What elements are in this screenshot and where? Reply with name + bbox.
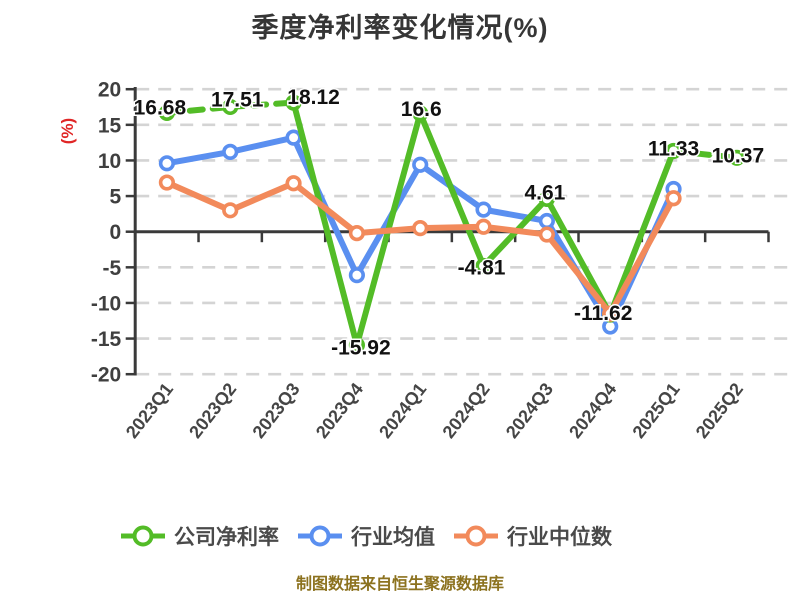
data-point-marker-2[interactable] <box>412 220 429 237</box>
x-tick-label: 2023Q2 <box>185 379 240 442</box>
data-point-marker-2[interactable] <box>285 175 302 192</box>
y-tick-label: 10 <box>98 150 121 173</box>
y-tick-label: 0 <box>110 221 122 244</box>
value-label: 17.51 <box>211 88 264 111</box>
data-point-marker-1[interactable] <box>412 156 429 173</box>
value-label: -11.62 <box>574 302 632 325</box>
data-point-marker-1[interactable] <box>538 212 555 230</box>
x-tick-label: 2023Q4 <box>312 379 367 442</box>
legend-label: 行业中位数 <box>507 526 612 549</box>
x-tick-label: 2023Q3 <box>249 379 304 442</box>
data-point-marker-2[interactable] <box>538 226 555 243</box>
series-line-segment-0 <box>670 147 740 161</box>
y-tick-label: 5 <box>110 186 122 209</box>
x-tick-label: 2023Q1 <box>122 379 177 442</box>
series-line-segment-0 <box>607 147 677 318</box>
value-label: 18.12 <box>287 86 340 109</box>
data-point-marker-0[interactable] <box>285 94 302 111</box>
data-point-marker-0[interactable] <box>538 190 555 207</box>
legend-marker-icon <box>121 525 165 547</box>
data-point-marker-2[interactable] <box>222 202 239 219</box>
value-label: 16.6 <box>401 98 442 121</box>
data-point-marker-0[interactable] <box>475 257 492 275</box>
series-line-segment-0 <box>163 103 234 116</box>
chart-title: 季度净利率变化情况(%) <box>251 13 549 43</box>
series-line-segment-0 <box>543 195 614 318</box>
y-tick-label: 20 <box>98 79 121 102</box>
legend-marker-icon <box>298 525 342 547</box>
series-line-segment-2 <box>607 195 677 317</box>
x-tick-label: 2024Q3 <box>502 379 557 442</box>
x-tick-label: 2025Q1 <box>628 379 683 442</box>
legend-label: 行业均值 <box>351 526 435 549</box>
data-point-marker-0[interactable] <box>665 142 682 160</box>
value-label: -4.81 <box>458 256 506 279</box>
y-tick-label: -5 <box>103 257 122 280</box>
series-line-segment-0 <box>417 110 487 269</box>
data-source-note: 制图数据来自恒生聚源数据库 <box>295 576 504 593</box>
data-point-marker-2[interactable] <box>348 225 365 242</box>
series-line-segment-0 <box>227 99 297 110</box>
chart-legend: 公司净利率 行业均值 行业中位数 <box>120 521 612 551</box>
data-point-marker-2[interactable] <box>665 190 682 207</box>
data-point-marker-1[interactable] <box>475 201 492 218</box>
x-tick-label: 2025Q2 <box>692 379 747 442</box>
value-label: 4.61 <box>524 181 565 204</box>
legend-item-2[interactable]: 行业中位数 <box>453 521 612 551</box>
x-tick-label: 2024Q4 <box>565 379 620 442</box>
value-label: -15.92 <box>331 337 391 360</box>
y-tick-label: 15 <box>98 114 122 137</box>
y-tick-label: -15 <box>91 328 122 351</box>
data-point-marker-0[interactable] <box>412 105 429 122</box>
y-tick-label: -10 <box>91 292 121 315</box>
legend-item-0[interactable]: 公司净利率 <box>120 521 279 551</box>
data-point-marker-0[interactable] <box>348 337 365 354</box>
series-line-segment-2 <box>480 223 550 238</box>
legend-item-1[interactable]: 行业均值 <box>297 521 435 551</box>
data-point-marker-1[interactable] <box>348 267 365 284</box>
series-line-segment-2 <box>417 223 487 232</box>
value-label: 11.33 <box>648 137 699 160</box>
series-line-segment-1 <box>480 206 550 225</box>
series-line-segment-2 <box>227 180 297 214</box>
data-point-marker-2[interactable] <box>475 218 492 235</box>
value-label: 16.68 <box>134 96 187 119</box>
series-line-segment-2 <box>543 231 614 317</box>
series-line-segment-2 <box>353 225 424 237</box>
series-line-segment-0 <box>290 99 360 349</box>
series-line-segment-2 <box>163 179 234 214</box>
data-point-marker-0[interactable] <box>158 104 175 121</box>
y-tick-label: -20 <box>91 364 121 387</box>
y-axis-unit-label: (%) <box>58 118 77 144</box>
series-line-segment-2 <box>290 180 360 237</box>
data-point-marker-2[interactable] <box>158 174 175 191</box>
series-line-segment-1 <box>227 134 297 155</box>
data-point-marker-2[interactable] <box>602 305 619 322</box>
value-label: 10.37 <box>712 144 765 167</box>
x-tick-label: 2024Q2 <box>439 379 494 442</box>
data-point-marker-1[interactable] <box>285 129 302 146</box>
series-line-segment-1 <box>163 148 234 167</box>
data-point-marker-1[interactable] <box>222 143 239 160</box>
x-tick-label: 2024Q1 <box>375 379 430 442</box>
data-point-marker-0[interactable] <box>222 98 239 116</box>
data-point-marker-0[interactable] <box>728 149 745 166</box>
legend-label: 公司净利率 <box>174 526 279 549</box>
legend-marker-icon <box>454 525 498 547</box>
data-point-marker-1[interactable] <box>158 155 175 172</box>
